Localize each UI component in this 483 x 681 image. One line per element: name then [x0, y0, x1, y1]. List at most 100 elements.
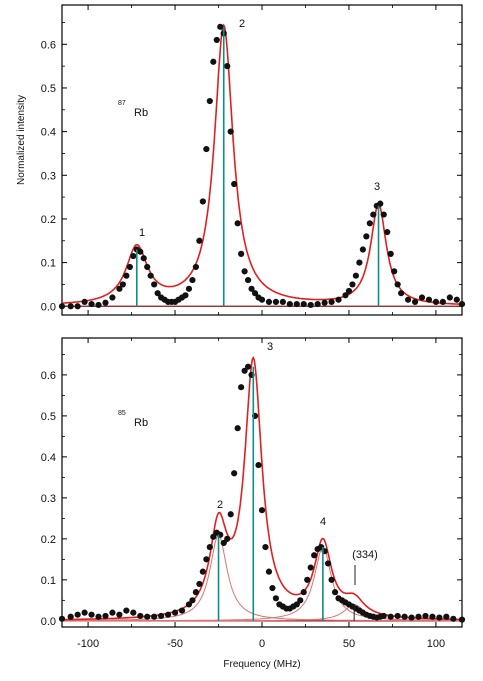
data-point	[126, 263, 133, 271]
rb87-panel: 0.0 0.1 0.2 0.3 0.4 0.5 0.6 1 2 3 87 Rb	[41, 4, 466, 316]
data-point	[231, 470, 238, 477]
x-tick-label: 0	[259, 638, 265, 650]
data-point	[272, 595, 280, 602]
data-point	[446, 294, 453, 301]
data-point	[119, 281, 126, 288]
x-tick-label: 100	[427, 638, 445, 650]
y-tick-label: 0.0	[41, 616, 56, 628]
data-point	[199, 198, 206, 205]
data-point	[387, 613, 394, 620]
x-axis-label: Frequency (MHz)	[223, 659, 300, 670]
data-point	[199, 568, 206, 575]
data-point	[196, 580, 203, 588]
data-point	[321, 299, 328, 306]
y-tick-label: 0.5	[41, 411, 56, 423]
data-point	[241, 367, 248, 374]
data-point	[206, 543, 213, 551]
data-point	[185, 285, 193, 292]
data-point	[439, 298, 446, 306]
data-point	[102, 612, 109, 620]
data-point	[171, 609, 179, 616]
data-point	[398, 290, 405, 297]
data-point	[307, 564, 314, 571]
data-point	[349, 281, 356, 288]
data-point	[450, 615, 457, 622]
data-point	[178, 607, 186, 614]
data-point	[130, 609, 137, 616]
data-point	[314, 300, 321, 308]
data-point	[384, 228, 391, 236]
data-point	[401, 613, 408, 620]
data-point	[380, 612, 387, 620]
data-point	[234, 425, 241, 432]
peak-label: (334)	[352, 549, 378, 561]
data-point	[238, 250, 245, 257]
data-point	[182, 292, 189, 299]
peak-label: 3	[374, 181, 380, 193]
data-point	[144, 613, 151, 620]
data-point	[251, 290, 259, 297]
data-point	[328, 576, 335, 583]
data-point	[238, 384, 245, 391]
isotope-mass: 87	[118, 100, 126, 107]
data-point	[255, 461, 262, 469]
data-point	[95, 301, 102, 309]
fit-curve	[62, 23, 462, 305]
data-point	[286, 300, 293, 308]
data-point	[203, 145, 210, 153]
data-point	[422, 612, 429, 620]
data-point	[147, 272, 154, 279]
data-point	[67, 613, 74, 620]
data-point	[227, 128, 234, 135]
data-point	[458, 616, 466, 623]
y-axis-label: Normalized intensity	[16, 95, 27, 185]
data-point	[307, 301, 314, 309]
data-point	[109, 294, 116, 301]
data-point	[81, 298, 88, 306]
data-point	[293, 300, 300, 308]
data-point	[220, 539, 227, 547]
data-point	[241, 268, 248, 275]
isotope-mass: 85	[118, 410, 126, 417]
data-point	[67, 303, 74, 310]
data-point	[123, 607, 130, 614]
data-point	[58, 615, 66, 622]
data-point	[370, 211, 377, 218]
y-tick-label: 0.0	[41, 301, 56, 313]
data-point	[265, 568, 273, 575]
component-curve	[62, 603, 462, 622]
data-point	[408, 614, 415, 621]
x-tick-label: -50	[167, 638, 183, 650]
data-point	[116, 611, 123, 618]
data-point	[394, 612, 401, 620]
data-point	[324, 560, 332, 567]
peak-label: 2	[217, 499, 223, 511]
y-tick-label: 0.5	[41, 83, 56, 95]
data-point	[366, 220, 373, 227]
y-tick-label: 0.2	[41, 534, 56, 546]
plot-frame	[61, 4, 463, 316]
data-point	[227, 511, 234, 518]
data-point	[231, 180, 238, 188]
data-point	[342, 292, 349, 299]
data-point	[248, 285, 255, 292]
x-tick-label: 50	[343, 638, 355, 650]
data-point	[272, 298, 280, 306]
data-point	[58, 303, 66, 310]
data-point	[328, 298, 335, 306]
data-point	[363, 233, 370, 240]
data-point	[88, 300, 95, 308]
data-point	[458, 300, 466, 308]
data-point	[234, 220, 241, 227]
data-point	[265, 298, 273, 306]
data-point	[88, 611, 95, 618]
data-point	[213, 36, 220, 44]
data-point	[311, 552, 318, 559]
data-point	[432, 298, 440, 306]
data-point	[380, 211, 387, 218]
data-point	[151, 613, 158, 620]
data-point	[443, 613, 450, 620]
data-point	[415, 613, 422, 620]
data-point	[300, 589, 307, 596]
data-point	[210, 533, 217, 540]
